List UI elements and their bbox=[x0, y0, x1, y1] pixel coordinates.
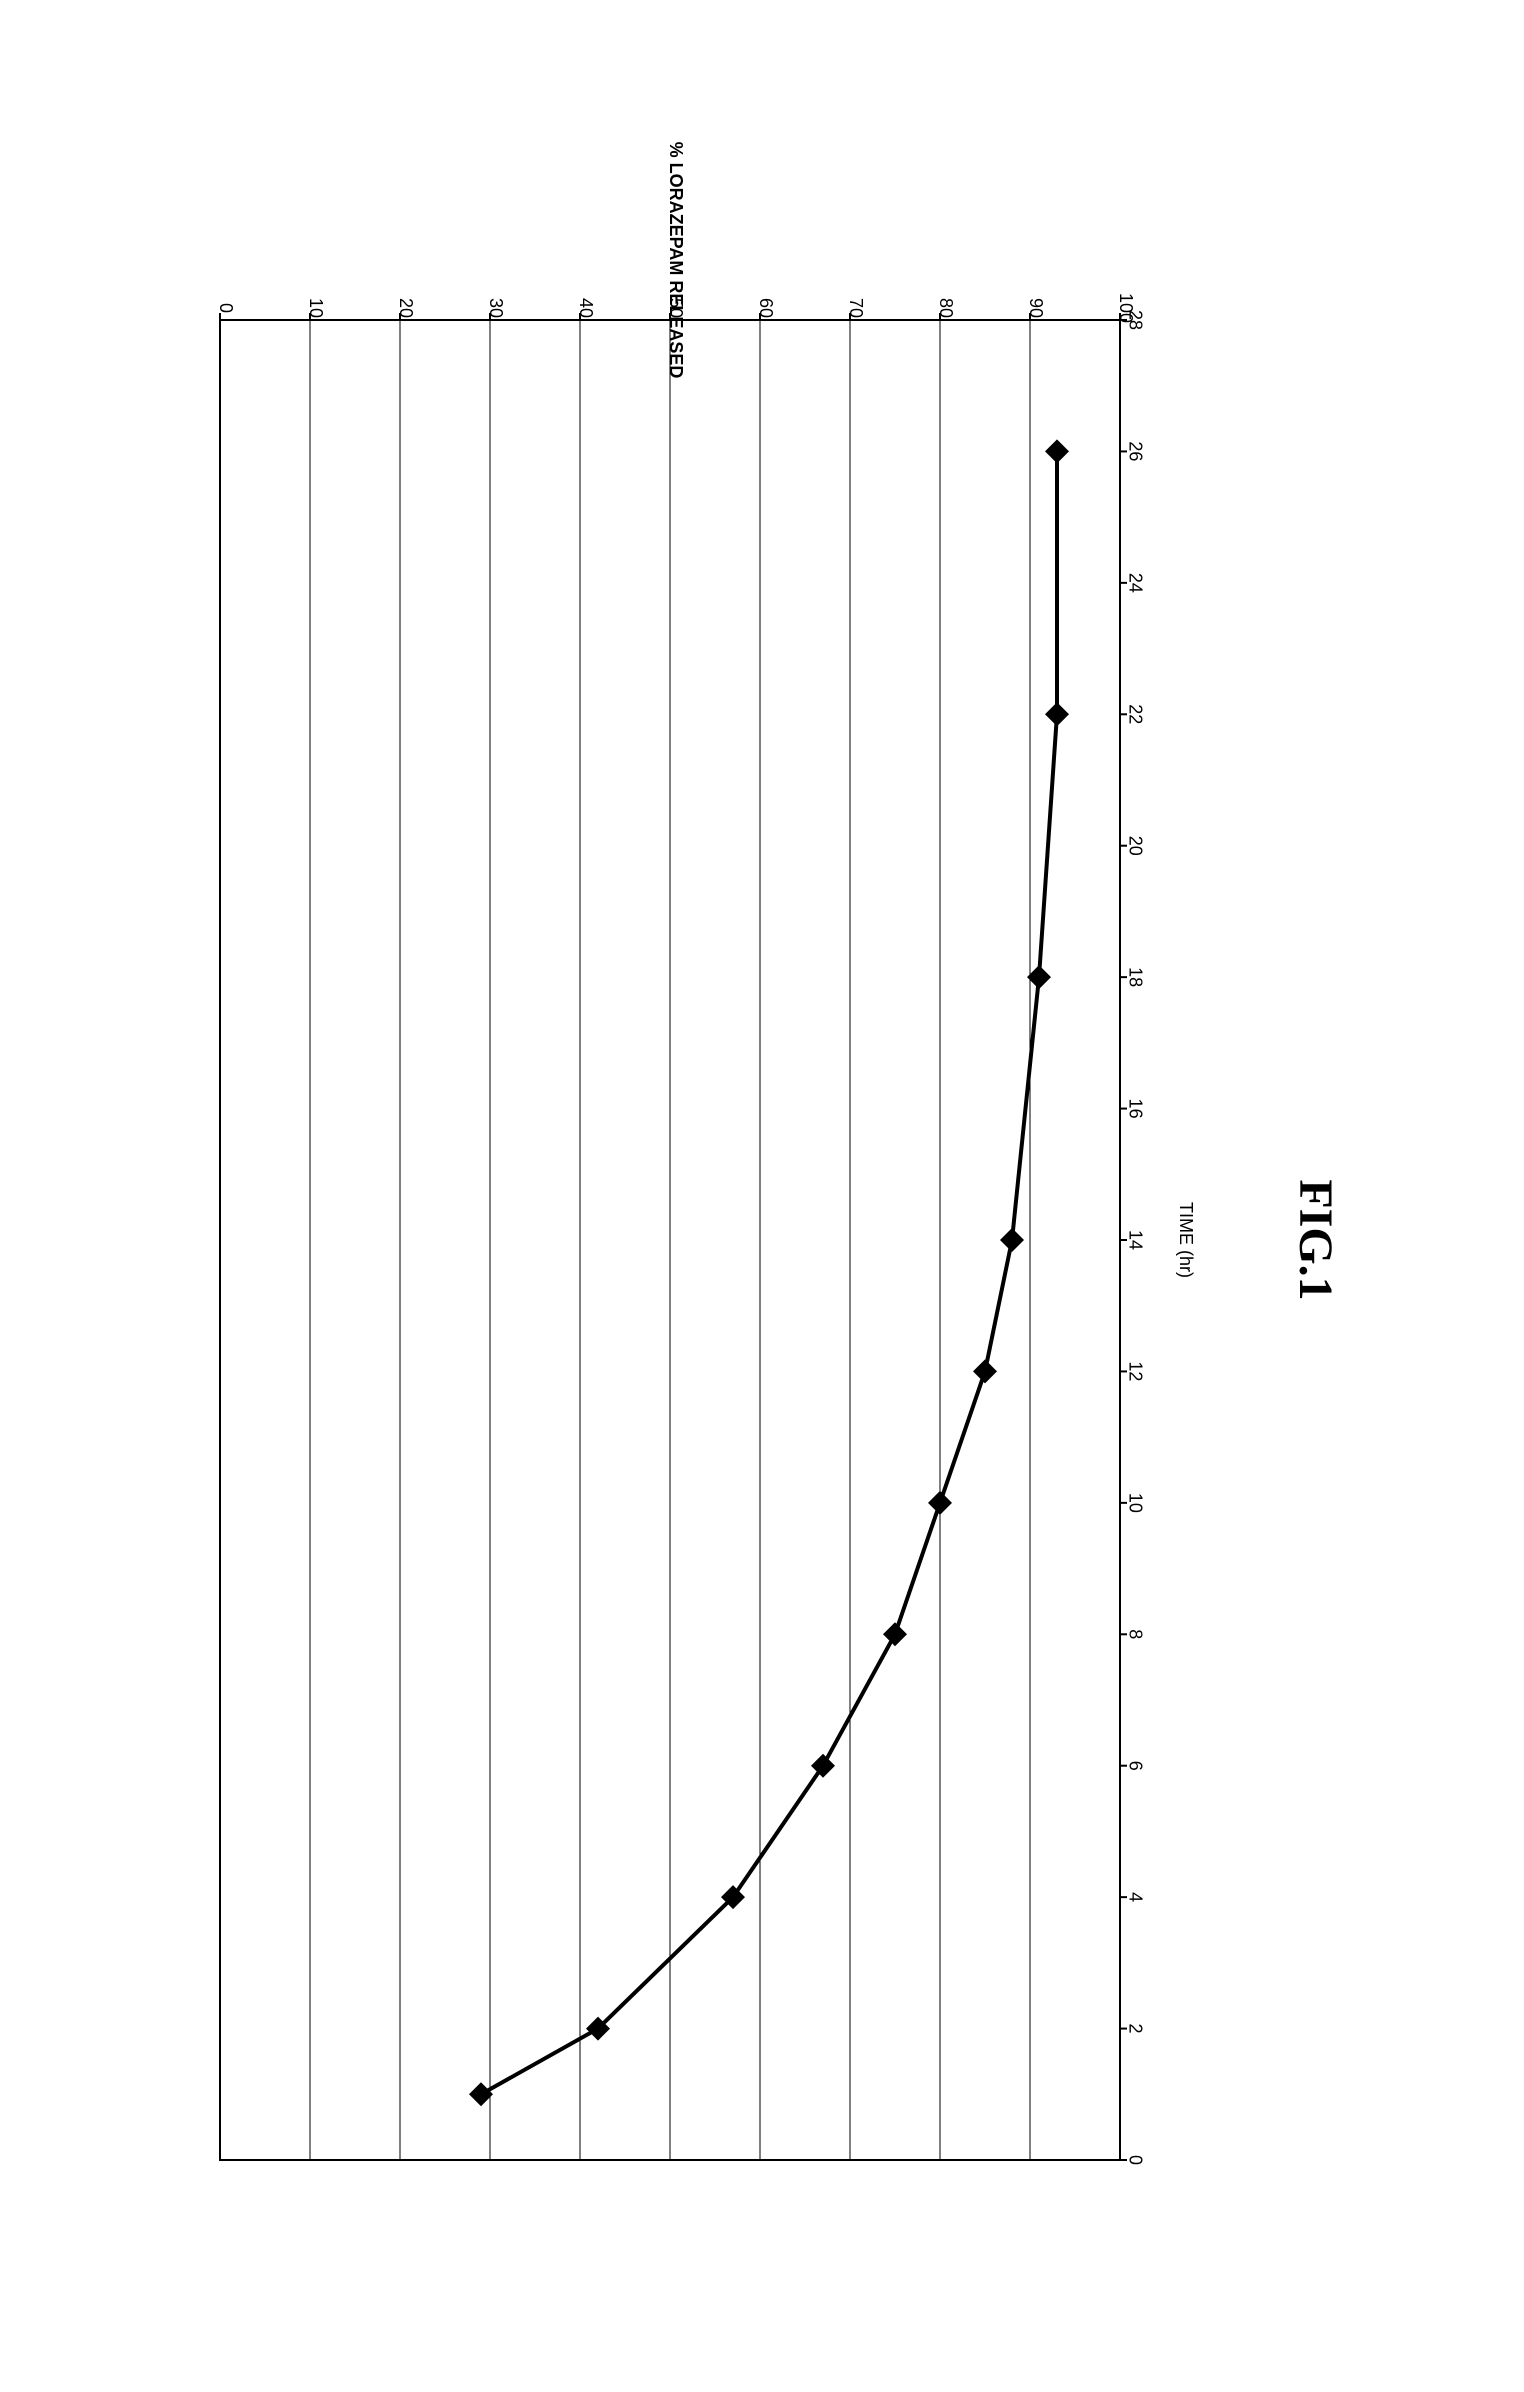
y-tick-label: 0 bbox=[216, 303, 236, 313]
x-tick-label: 16 bbox=[1125, 1099, 1145, 1119]
figure-title: FIG.1 bbox=[1289, 1179, 1342, 1300]
x-tick-label: 4 bbox=[1125, 1892, 1145, 1902]
chart-plot-area: 0102030405060708090100024681012141618202… bbox=[0, 0, 1524, 2392]
x-tick-label: 20 bbox=[1125, 836, 1145, 856]
x-tick-label: 8 bbox=[1125, 1629, 1145, 1639]
x-axis-title: TIME (hr) bbox=[1176, 1202, 1196, 1278]
y-axis-title: % LORAZEPAM RELEASED bbox=[666, 142, 686, 379]
x-tick-label: 24 bbox=[1125, 573, 1145, 593]
x-tick-label: 2 bbox=[1125, 2024, 1145, 2034]
x-tick-label: 28 bbox=[1125, 310, 1145, 330]
x-tick-label: 10 bbox=[1125, 1493, 1145, 1513]
x-tick-label: 22 bbox=[1125, 704, 1145, 724]
x-tick-label: 0 bbox=[1125, 2155, 1145, 2165]
x-tick-label: 18 bbox=[1125, 967, 1145, 987]
x-tick-label: 12 bbox=[1125, 1361, 1145, 1381]
x-tick-label: 26 bbox=[1125, 441, 1145, 461]
x-tick-label: 14 bbox=[1125, 1230, 1145, 1250]
x-tick-label: 6 bbox=[1125, 1761, 1145, 1771]
